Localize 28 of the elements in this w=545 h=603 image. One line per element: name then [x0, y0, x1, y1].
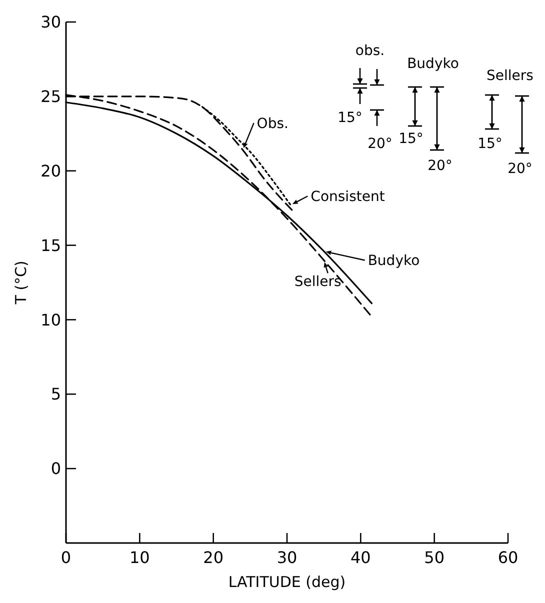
- x-tick-label: 50: [424, 548, 445, 567]
- x-tick-label: 20: [203, 548, 224, 567]
- annotation: Budyko: [407, 56, 459, 72]
- y-tick-label: 15: [40, 236, 61, 255]
- annotation: 15°: [398, 131, 424, 147]
- y-axis-title: T (°C): [12, 260, 30, 306]
- x-axis-title: LATITUDE (deg): [228, 573, 346, 591]
- annotation: obs.: [355, 43, 385, 59]
- x-tick-label: 10: [129, 548, 150, 567]
- y-tick-label: 0: [50, 459, 61, 478]
- x-tick-label: 60: [498, 548, 518, 567]
- legend-label: Consistent: [310, 189, 386, 206]
- series-label: Obs.: [256, 116, 288, 132]
- x-tick-label: 40: [350, 548, 371, 567]
- y-tick-label: 25: [40, 87, 61, 106]
- legend-label: Budyko: [368, 253, 420, 270]
- annotation: 20°: [428, 158, 452, 174]
- annotation: 20°: [508, 161, 532, 177]
- annotation: 15°: [338, 110, 362, 126]
- series-label: Sellers: [294, 274, 342, 290]
- y-tick-label: 5: [50, 384, 61, 404]
- y-tick-label: 30: [40, 12, 61, 32]
- annotation: Sellers: [486, 68, 534, 84]
- y-tick-label: 10: [40, 310, 61, 330]
- y-tick-label: 20: [40, 161, 61, 180]
- annotation: 15°: [478, 136, 502, 152]
- x-tick-label: 30: [276, 548, 298, 567]
- annotation: 20°: [368, 136, 392, 152]
